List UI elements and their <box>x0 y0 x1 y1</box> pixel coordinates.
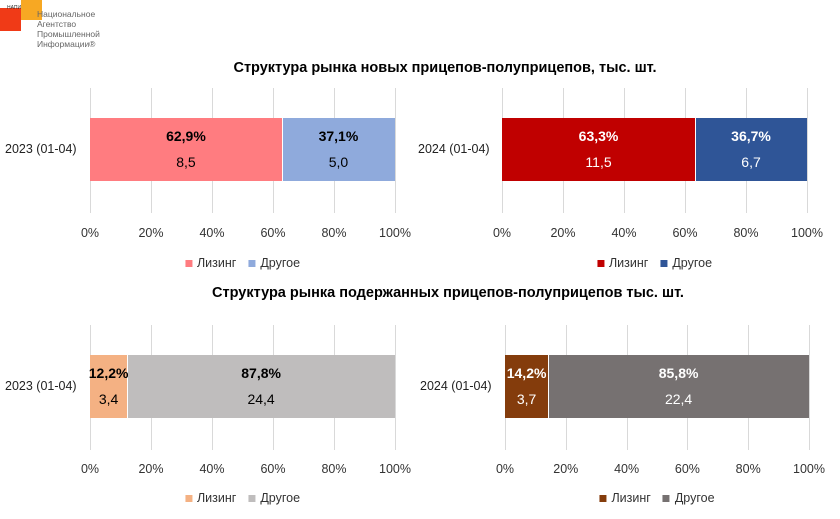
gridline <box>395 325 396 450</box>
legend: Лизинг Другое <box>184 256 300 270</box>
value-label: 3,4 <box>98 391 119 407</box>
legend: Лизинг Другое <box>184 491 300 505</box>
x-tick-label: 40% <box>199 462 225 476</box>
bar-leasing[interactable] <box>505 355 549 418</box>
legend-item[interactable]: Другое <box>248 491 300 505</box>
logo-orange-block <box>21 0 42 20</box>
legend-swatch <box>596 260 604 267</box>
logo-abbr: НАПИ <box>7 5 22 11</box>
legend-swatch <box>184 260 192 267</box>
bar-other[interactable] <box>282 118 395 181</box>
legend-label: Другое <box>672 256 713 270</box>
legend-label: Лизинг <box>611 491 651 505</box>
value-label: 6,7 <box>741 154 761 170</box>
legend-item[interactable]: Лизинг <box>184 256 237 270</box>
gridline <box>395 88 396 213</box>
value-label: 24,4 <box>247 391 275 407</box>
x-tick-label: 60% <box>674 462 700 476</box>
logo-line: Национальное <box>37 9 96 19</box>
legend-swatch <box>248 495 256 502</box>
bar-other[interactable] <box>128 355 395 418</box>
legend-item[interactable]: Другое <box>248 256 300 270</box>
category-label: 2024 (01-04) <box>418 141 490 156</box>
legend-item[interactable]: Другое <box>660 256 712 270</box>
percent-label: 37,1% <box>318 128 359 144</box>
x-tick-label: 0% <box>80 226 100 240</box>
x-tick-label: 40% <box>614 462 640 476</box>
x-tick-label: 60% <box>672 226 698 240</box>
logo-line: Агентство <box>37 19 77 29</box>
title-used-trailers: Структура рынка подержанных прицепов-пол… <box>212 285 684 301</box>
x-tick-label: 20% <box>138 226 164 240</box>
bar-leasing[interactable] <box>502 118 696 181</box>
x-tick-label: 80% <box>733 226 759 240</box>
legend-swatch <box>184 495 192 502</box>
value-label: 3,7 <box>516 391 537 407</box>
logo-red-block <box>0 8 21 31</box>
x-tick-label: 0% <box>492 226 512 240</box>
value-label: 11,5 <box>585 154 612 170</box>
percent-label: 36,7% <box>731 128 771 144</box>
x-tick-label: 0% <box>80 462 100 476</box>
legend-label: Другое <box>260 256 301 270</box>
x-tick-label: 20% <box>553 462 579 476</box>
legend-swatch <box>662 495 670 502</box>
category-label: 2023 (01-04) <box>5 378 77 393</box>
logo-line: Информации® <box>37 39 96 49</box>
legend-item[interactable]: Другое <box>662 491 715 505</box>
x-tick-label: 100% <box>379 462 411 476</box>
x-tick-label: 100% <box>379 226 411 240</box>
legend-item[interactable]: Лизинг <box>599 491 651 505</box>
x-tick-label: 20% <box>138 462 164 476</box>
x-tick-label: 100% <box>793 462 825 476</box>
legend-swatch <box>660 260 668 267</box>
percent-label: 85,8% <box>658 365 699 381</box>
legend-item[interactable]: Лизинг <box>596 256 649 270</box>
gridline <box>809 325 810 450</box>
x-tick-label: 80% <box>321 462 347 476</box>
percent-label: 62,9% <box>166 128 206 144</box>
bar-other[interactable] <box>696 118 807 181</box>
legend-swatch <box>248 260 256 267</box>
legend-swatch <box>599 495 607 502</box>
x-tick-label: 60% <box>260 462 286 476</box>
x-tick-label: 40% <box>611 226 637 240</box>
bar-other[interactable] <box>549 355 809 418</box>
legend-label: Лизинг <box>196 256 237 270</box>
title-new-trailers: Структура рынка новых прицепов-полуприце… <box>233 60 657 76</box>
value-label: 5,0 <box>328 154 349 170</box>
x-tick-label: 80% <box>735 462 761 476</box>
value-label: 8,5 <box>176 154 196 170</box>
logo-line: Промышленной <box>37 29 100 39</box>
gridline <box>807 88 808 213</box>
x-tick-label: 80% <box>321 226 347 240</box>
legend: Лизинг Другое <box>596 256 712 270</box>
legend-label: Лизинг <box>608 256 649 270</box>
legend-label: Другое <box>674 491 715 505</box>
percent-label: 14,2% <box>506 365 547 381</box>
bar-leasing[interactable] <box>90 355 128 418</box>
legend-label: Другое <box>260 491 301 505</box>
x-tick-label: 20% <box>550 226 576 240</box>
legend: Лизинг Другое <box>599 491 715 505</box>
x-tick-label: 100% <box>791 226 823 240</box>
percent-label: 12,2% <box>88 365 129 381</box>
category-label: 2023 (01-04) <box>5 141 77 156</box>
bar-leasing[interactable] <box>90 118 282 181</box>
percent-label: 87,8% <box>241 365 281 381</box>
legend-label: Лизинг <box>196 491 237 505</box>
x-tick-label: 60% <box>260 226 286 240</box>
category-label: 2024 (01-04) <box>420 378 492 393</box>
x-tick-label: 0% <box>495 462 515 476</box>
legend-item[interactable]: Лизинг <box>184 491 237 505</box>
x-tick-label: 40% <box>199 226 225 240</box>
logo-text: Национальное Агентство Промышленной Инфо… <box>37 9 100 49</box>
value-label: 22,4 <box>664 391 693 407</box>
percent-label: 63,3% <box>578 128 619 144</box>
